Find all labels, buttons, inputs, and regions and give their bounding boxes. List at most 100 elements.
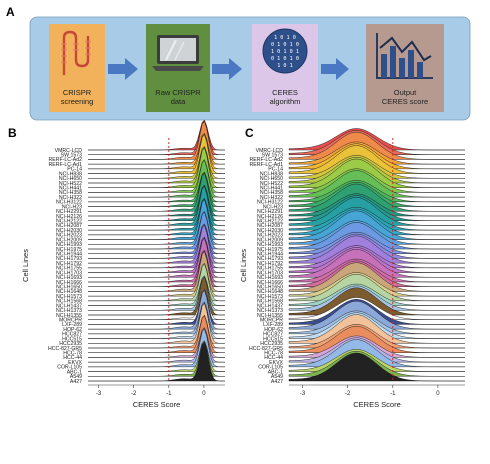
cell-line-label: NCI-H1755 [56,266,82,272]
ridge-nci-h1648 [88,251,225,292]
cell-line-label: LXF-289 [62,322,82,328]
x-tick-label: -1 [390,391,396,397]
cell-line-label: HCC515 [263,336,283,342]
cell-line-label: EKVX [68,360,82,366]
cell-line-label: NCI-H838 [59,171,82,177]
cell-line-label: NCI-H2009 [56,237,82,243]
cell-line-label: RERF-LC-Ad2 [250,157,284,163]
cell-line-label: NCI-H2122 [56,219,82,225]
cell-line-label: NCI-H1944 [257,252,283,258]
cell-line-label: A549 [271,374,283,380]
cell-line-label: NCI-H1355 [56,313,82,319]
cell-line-label: NCI-H2087 [56,223,82,229]
cell-line-label: NCI-H1975 [56,247,82,253]
cell-line-label: NCI-H838 [260,171,283,177]
cell-line-label: NCI-H322 [59,195,82,201]
ridge-nci-h1355 [88,276,225,316]
cell-line-label: NCI-H358 [260,190,283,196]
ridge-nci-h441 [88,147,225,188]
cell-line-label: NCI-H2126 [56,214,82,220]
step-crispr-screening: CRISPR screening [49,24,105,112]
svg-text:0 1 0 1 0: 0 1 0 1 0 [271,42,299,48]
cell-line-label: NCI-H1568 [56,299,82,305]
cell-line-label: NCI-H23 [263,204,283,210]
cell-line-label: HCC-44 [63,355,82,361]
step-3-label-line2: algorithm [270,97,301,106]
cell-line-label: PC-14 [67,167,82,173]
cell-line-label: NCI-H1573 [257,294,283,300]
cell-line-label: NCI-H2291 [257,209,283,215]
x-tick-label: -3 [96,391,102,397]
binary-globe-icon: 1 0 1 0 0 1 0 1 0 1 0 1 0 1 0 1 0 1 0 1 … [262,28,308,74]
cell-line-label: NCI-H1648 [257,289,283,295]
cell-line-label: HCC2935 [260,341,283,347]
cell-line-label: NCI-H522 [260,181,283,187]
cell-line-label: NCI-H1993 [257,242,283,248]
svg-text:1 0 1 0: 1 0 1 0 [274,35,296,41]
step-4-label-line1: Output [394,88,417,97]
workflow-box [29,16,471,121]
cell-line-label: NCI-H1666 [257,280,283,286]
ridge-cor-l105 [88,328,226,368]
panel-b-letter: B [8,126,17,140]
cell-line-label: NCI-H2030 [56,228,82,234]
cell-line-label: RERF-LC-Ad2 [49,157,83,163]
cell-line-label: NCI-H358 [59,190,82,196]
cell-line-label: RERF-LC-Ad1 [250,162,284,168]
step-3-label-line1: CERES [272,88,298,97]
step-4-label-line2: CERES score [382,97,428,106]
cell-line-label: NCI-H1437 [56,303,82,309]
ridge-nci-h1792 [88,224,225,264]
arrow-3 [321,58,349,80]
cell-line-label: LXF-289 [263,322,283,328]
cell-line-label: NCI-H1792 [56,261,82,267]
step-output-ceres-score: Output CERES score [366,24,444,112]
laptop-icon [152,35,204,71]
cell-line-label: NCI-H322 [260,195,283,201]
cell-line-label: SW 1573 [262,153,283,159]
ridge-hop-62 [88,289,225,330]
arrow-2 [212,58,242,80]
cell-line-label: SW 1573 [61,153,82,159]
cell-line-label: PC-14 [268,167,283,173]
cell-line-label: HCC-827-GR5 [249,346,283,352]
cell-line-label: NCI-H2009 [257,237,283,243]
cell-line-label: NCI-H441 [260,186,283,192]
ridge-hcc2935 [88,302,226,344]
cell-line-label: NCI-H2126 [257,214,283,220]
cell-line-label: NCI-H1703 [56,270,82,276]
cell-line-label: NCI-H1355 [257,313,283,319]
cell-line-label: NCI-H2087 [257,223,283,229]
ridge-rerf-lc-ad2 [88,121,225,160]
cell-line-label: NCI-H1648 [56,289,82,295]
cell-line-label: NCI-H2291 [56,209,82,215]
cell-line-label: MORCPR [59,318,82,324]
ridge-a427 [88,341,225,382]
ridge-nci-h1975 [88,211,225,250]
cell-line-label: NCI-H1993 [56,242,82,248]
cell-line-label: EKVX [269,360,283,366]
x-axis-label: CERES Score [133,400,181,409]
y-axis-label: Cell Lines [239,249,248,282]
bar-line-chart-icon [376,33,433,79]
cell-line-label: A427 [271,379,283,385]
x-axis-label: CERES Score [353,400,401,409]
x-tick-label: -3 [300,391,306,397]
cell-line-label: NCI-H1755 [257,266,283,272]
cell-line-label: NCI-H2023 [257,233,283,239]
cell-line-label: VMRC-LCD [256,148,284,154]
cell-line-label: NCI-H1944 [56,252,82,258]
ridge-hcc-78 [88,315,225,353]
cell-line-label: NCI-H23 [62,204,82,210]
cell-line-label: HCC-827-GR5 [48,346,82,352]
step-2-label-line1: Raw CRISPR [155,88,201,97]
cell-line-label: A549 [70,374,82,380]
cell-line-label: NCI-H1693 [257,275,283,281]
cell-line-label: NCI-H2122 [257,219,283,225]
cell-line-label: NCI-H650 [260,176,283,182]
cell-line-label: HCC-78 [264,351,283,357]
step-1-label-line1: CRISPR [63,88,92,97]
cell-line-label: NCI-H1650 [56,285,82,291]
cell-line-label: VMRC-LCD [55,148,83,154]
